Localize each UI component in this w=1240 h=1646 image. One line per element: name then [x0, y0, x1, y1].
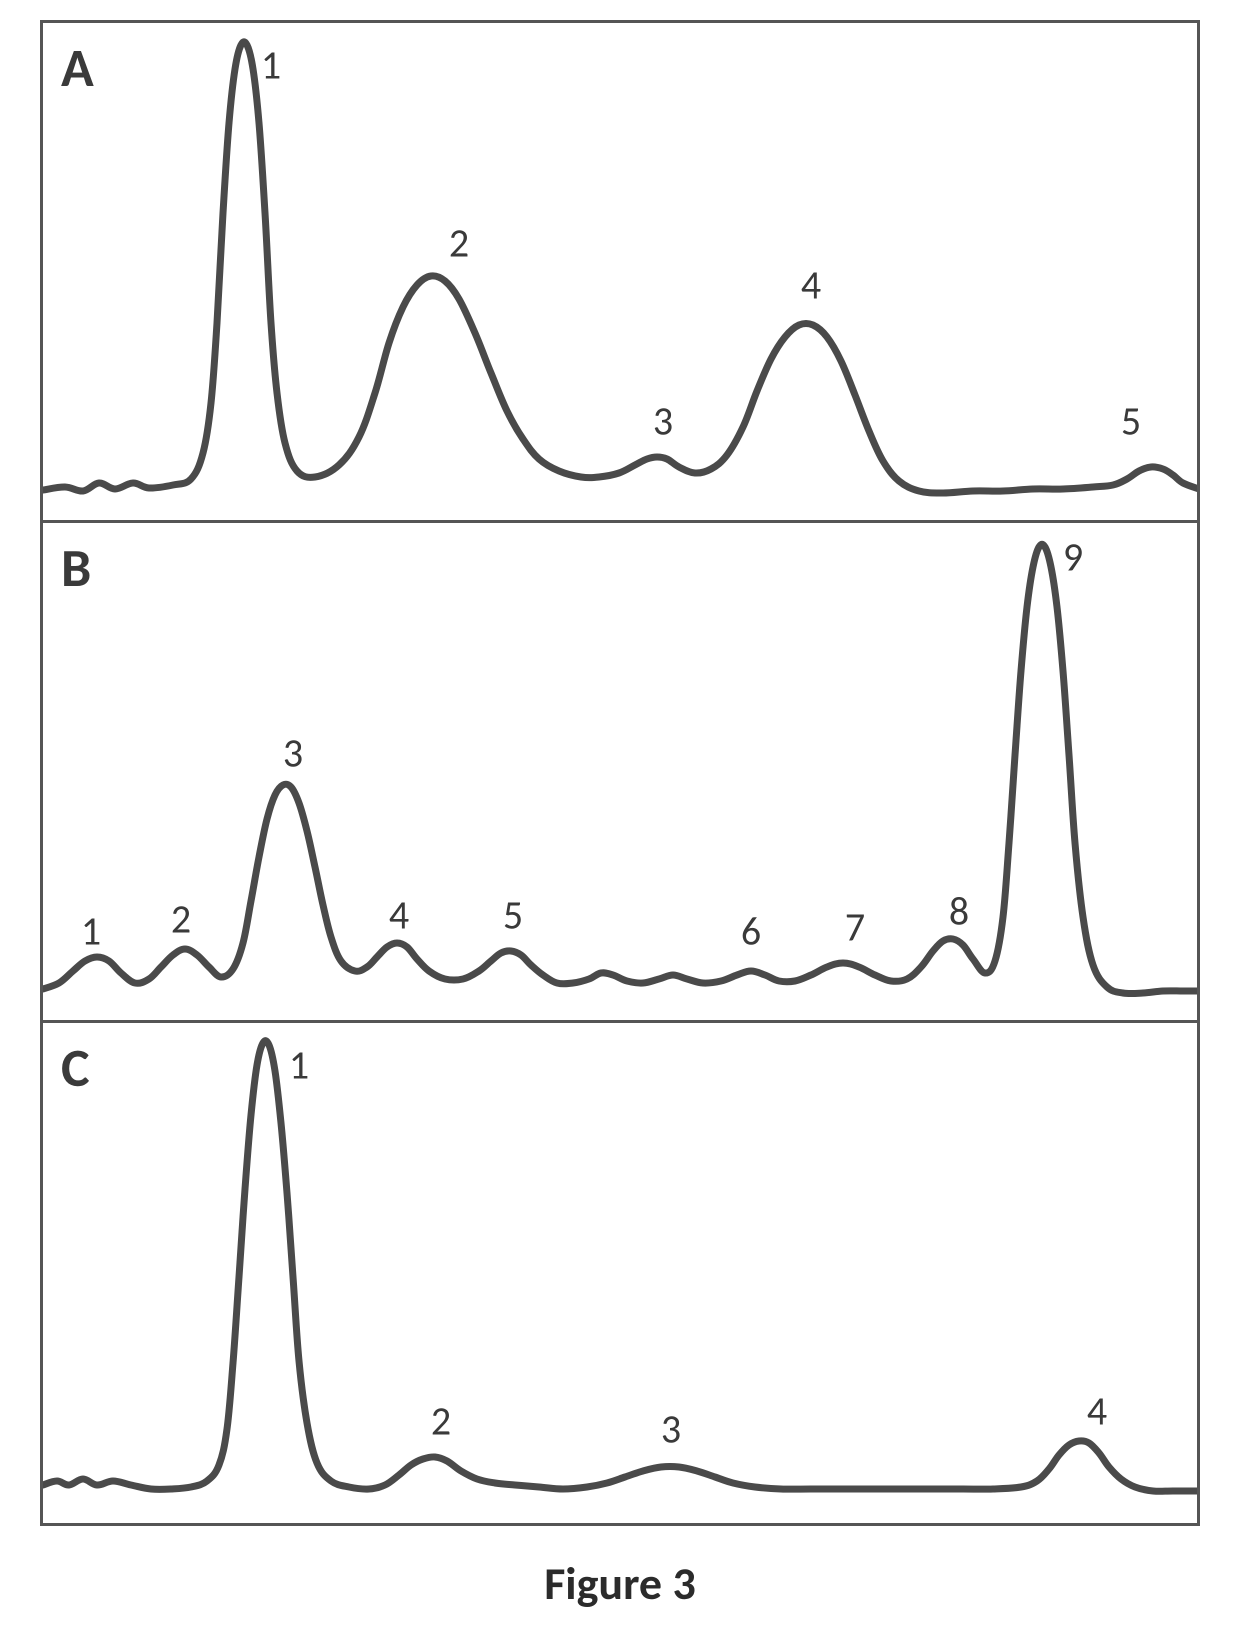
peak-label: 8 — [949, 887, 969, 936]
panel-C: C 1 2 3 4 — [43, 1023, 1197, 1523]
chromatogram-curve — [43, 1023, 1197, 1523]
peak-label: 6 — [741, 907, 761, 956]
panel-letter: B — [61, 535, 91, 601]
peak-label: 3 — [661, 1405, 681, 1454]
peak-label: 1 — [289, 1041, 309, 1090]
peak-label: 3 — [283, 729, 303, 778]
peak-label: 3 — [653, 397, 673, 446]
figure-3: A 1 2 3 4 5 B 1 2 3 4 5 6 7 8 9 C 1 2 3 4 Figure 3 — [0, 0, 1240, 1646]
peak-label: 2 — [449, 219, 469, 268]
peak-label: 7 — [845, 903, 865, 952]
chromatogram-curve — [43, 523, 1197, 1023]
panel-letter: A — [61, 35, 94, 101]
figure-caption: Figure 3 — [0, 1556, 1240, 1612]
panel-B: B 1 2 3 4 5 6 7 8 9 — [43, 523, 1197, 1023]
panel-A: A 1 2 3 4 5 — [43, 23, 1197, 523]
peak-label: 4 — [801, 261, 821, 310]
peak-label: 2 — [171, 895, 191, 944]
peak-label: 4 — [389, 891, 409, 940]
chromatogram-curve — [43, 23, 1197, 523]
peak-label: 1 — [81, 907, 101, 956]
panels-container: A 1 2 3 4 5 B 1 2 3 4 5 6 7 8 9 C 1 2 3 4 — [40, 20, 1200, 1526]
peak-label: 5 — [503, 891, 523, 940]
peak-label: 9 — [1063, 533, 1083, 582]
panel-letter: C — [61, 1035, 90, 1101]
peak-label: 1 — [261, 41, 281, 90]
peak-label: 2 — [431, 1397, 451, 1446]
peak-label: 5 — [1121, 397, 1141, 446]
peak-label: 4 — [1087, 1387, 1107, 1436]
